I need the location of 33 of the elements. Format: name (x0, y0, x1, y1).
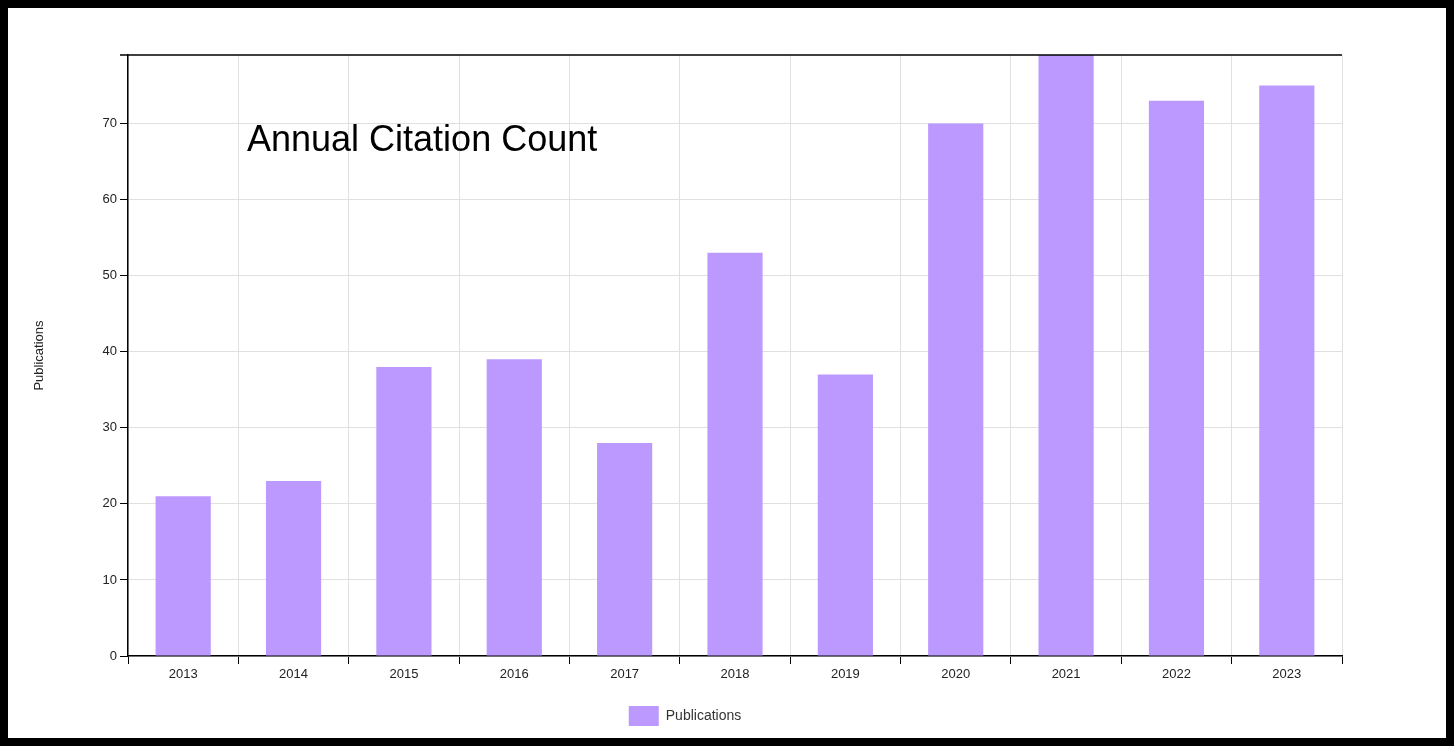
y-tick-label: 10 (102, 571, 117, 587)
bar (486, 359, 542, 656)
x-tick-label: 2016 (499, 666, 529, 682)
text: Annual Citation Count (247, 117, 598, 159)
y-tick-label: 60 (102, 191, 117, 207)
y-tick-label: 20 (102, 495, 117, 511)
bar (928, 123, 984, 656)
y-axis-title: Publications (31, 319, 47, 391)
x-tick-label: 2019 (830, 666, 860, 682)
bar (265, 481, 322, 656)
x-tick-label: 2020 (941, 666, 971, 682)
y-tick-label: 0 (109, 647, 117, 663)
y-tick-label: 50 (102, 267, 117, 283)
bar (1148, 100, 1205, 656)
x-tick-label: 2013 (168, 666, 198, 682)
x-tick-label: 2017 (610, 666, 640, 682)
x-tick-label: 2018 (720, 666, 750, 682)
x-tick-label: 2014 (279, 666, 309, 682)
y-tick-label: 30 (102, 419, 117, 435)
bar (155, 496, 211, 656)
x-tick-label: 2023 (1272, 666, 1302, 682)
bar (817, 374, 873, 656)
bar (1259, 85, 1315, 656)
x-tick-label: 2015 (389, 666, 419, 682)
y-tick-label: 40 (102, 343, 117, 359)
legend-label: Publications (665, 706, 742, 723)
bar (597, 442, 653, 656)
x-tick-label: 2021 (1051, 666, 1081, 682)
bar (376, 366, 432, 656)
x-tick-label: 2022 (1161, 666, 1191, 682)
y-tick-label: 70 (102, 115, 117, 131)
bar (707, 252, 763, 656)
bar (1038, 55, 1094, 656)
